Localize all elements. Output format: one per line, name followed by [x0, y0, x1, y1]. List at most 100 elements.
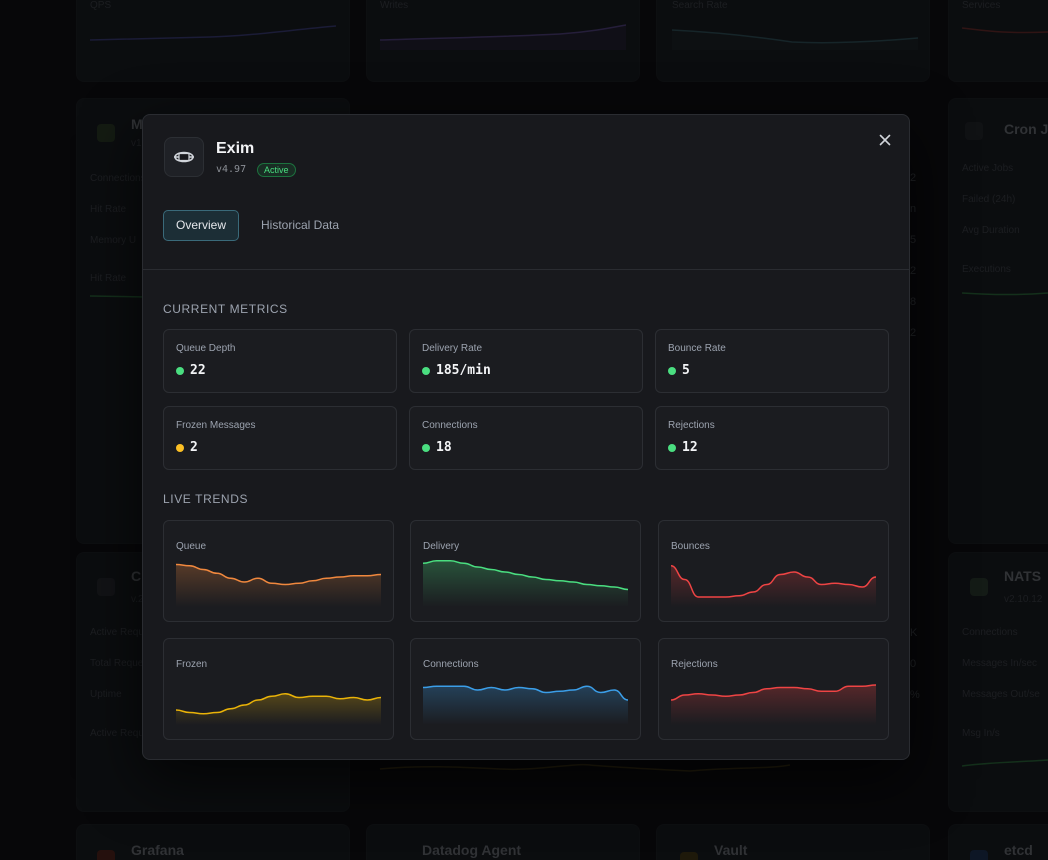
- trend-line: [671, 565, 876, 598]
- status-dot: [422, 444, 430, 452]
- exim-logo-icon: [164, 137, 204, 177]
- bg-title-cron: Cron J: [1004, 121, 1048, 137]
- trend-area: [671, 565, 876, 607]
- status-dot: [176, 444, 184, 452]
- trend-label: Connections: [423, 659, 479, 670]
- trend-card: Bounces: [658, 520, 889, 622]
- trend-area: [423, 686, 628, 725]
- modal-version: v4.97: [216, 164, 247, 175]
- metric-label: Rejections: [668, 420, 715, 431]
- trend-card: Queue: [163, 520, 394, 622]
- bg-value: 8: [910, 296, 917, 308]
- bg-row-nats-1: Connections: [962, 627, 1018, 638]
- trend-sparkline: [176, 563, 381, 607]
- bg-label-writes: Writes: [380, 0, 409, 11]
- bg-sparkline-cron: [962, 292, 1048, 296]
- status-badge: Active: [257, 163, 296, 177]
- bg-row-nats-3: Messages Out/se: [962, 689, 1040, 700]
- trend-sparkline: [423, 685, 628, 725]
- bg-row-cron-2: Failed (24h): [962, 194, 1016, 205]
- bg-version-left-mid: v1: [131, 138, 142, 149]
- bg-title-left-mid: M: [131, 116, 143, 132]
- metric-label: Bounce Rate: [668, 343, 726, 354]
- bg-sparkline-under-modal: [379, 763, 790, 772]
- bg-title-etcd: etcd: [1004, 842, 1033, 858]
- header-divider: [143, 269, 909, 270]
- trend-label: Queue: [176, 541, 207, 552]
- bg-row-left-low-1: Active Requ: [90, 627, 144, 638]
- bg-value: n: [910, 203, 917, 215]
- modal-title: Exim: [216, 140, 255, 157]
- bg-sparkline-nats: [962, 759, 1048, 767]
- bg-row-left-low-3: Uptime: [90, 689, 122, 700]
- status-dot: [176, 367, 184, 375]
- live-trends-heading: LIVE TRENDS: [163, 492, 249, 506]
- bg-row-cron-3: Avg Duration: [962, 225, 1020, 236]
- bg-card-nats: [948, 552, 1048, 812]
- bg-title-datadog: Datadog Agent: [422, 842, 522, 858]
- bg-vault-icon: [680, 852, 698, 860]
- tab-historical-data[interactable]: Historical Data: [261, 218, 340, 232]
- trend-area: [423, 560, 628, 607]
- bg-card-etcd: [948, 824, 1048, 860]
- bg-row-left-mid-1: Connections: [90, 173, 146, 184]
- metric-label: Queue Depth: [176, 343, 236, 354]
- service-detail-modal: Exim v4.97 Active Overview Historical Da…: [142, 114, 910, 760]
- metric-card: Bounce Rate 5: [655, 329, 889, 393]
- bg-app-icon: [97, 578, 115, 596]
- bg-card-cron: [948, 98, 1048, 544]
- bg-value: 0: [910, 658, 917, 670]
- metric-label: Delivery Rate: [422, 343, 483, 354]
- bg-etcd-icon: [970, 850, 988, 860]
- bg-sparkline-search: [672, 29, 918, 50]
- trend-sparkline: [176, 693, 381, 725]
- bg-value: 5: [910, 234, 917, 246]
- trend-card: Rejections: [658, 638, 889, 740]
- bg-value: 2: [910, 265, 917, 277]
- metric-label: Connections: [422, 420, 478, 431]
- bg-title-vault: Vault: [714, 842, 748, 858]
- bg-value: %: [910, 689, 920, 701]
- trend-card: Frozen: [163, 638, 394, 740]
- metric-value: 12: [682, 440, 698, 455]
- bg-card-datadog: [366, 824, 640, 860]
- bg-sparkline-writes: [380, 24, 626, 50]
- trend-line: [176, 693, 381, 715]
- bg-nats-icon: [970, 578, 988, 596]
- tab-overview[interactable]: Overview: [163, 210, 240, 241]
- trend-label: Frozen: [176, 659, 208, 670]
- trend-line: [423, 560, 628, 591]
- trend-label: Rejections: [671, 659, 718, 670]
- bg-title-grafana: Grafana: [131, 842, 184, 858]
- close-button[interactable]: [875, 130, 895, 150]
- bg-cron-icon: [965, 122, 983, 140]
- bg-label-services: Services: [962, 0, 1001, 11]
- trend-area: [671, 685, 876, 725]
- bg-row-nats-4: Msg In/s: [962, 728, 1000, 739]
- trend-line: [423, 685, 628, 701]
- status-dot: [668, 444, 676, 452]
- bg-app-icon: [97, 124, 115, 142]
- bg-value: K: [910, 627, 918, 639]
- bg-grafana-icon: [97, 850, 115, 860]
- trend-sparkline: [671, 565, 876, 607]
- trend-sparkline: [423, 560, 628, 607]
- bg-row-cron-1: Active Jobs: [962, 163, 1014, 174]
- metric-value: 5: [682, 363, 690, 378]
- metric-value: 2: [190, 440, 198, 455]
- metric-card: Frozen Messages 2: [163, 406, 397, 470]
- bg-row-left-low-4: Active Requ: [90, 728, 144, 739]
- metric-value: 18: [436, 440, 452, 455]
- bg-card-qps: [76, 0, 350, 82]
- bg-row-cron-4: Executions: [962, 264, 1011, 275]
- metric-value: 185/min: [436, 363, 491, 378]
- metric-card: Delivery Rate 185/min: [409, 329, 643, 393]
- bg-title-nats: NATS: [1004, 568, 1042, 584]
- bg-row-left-low-2: Total Reque: [90, 658, 144, 669]
- bg-row-left-mid-4: Hit Rate: [90, 273, 127, 284]
- trend-area: [176, 693, 381, 725]
- current-metrics-heading: CURRENT METRICS: [163, 302, 288, 316]
- trend-sparkline: [671, 684, 876, 725]
- trend-card: Connections: [410, 638, 641, 740]
- bg-version-left-low: v.2: [131, 594, 144, 605]
